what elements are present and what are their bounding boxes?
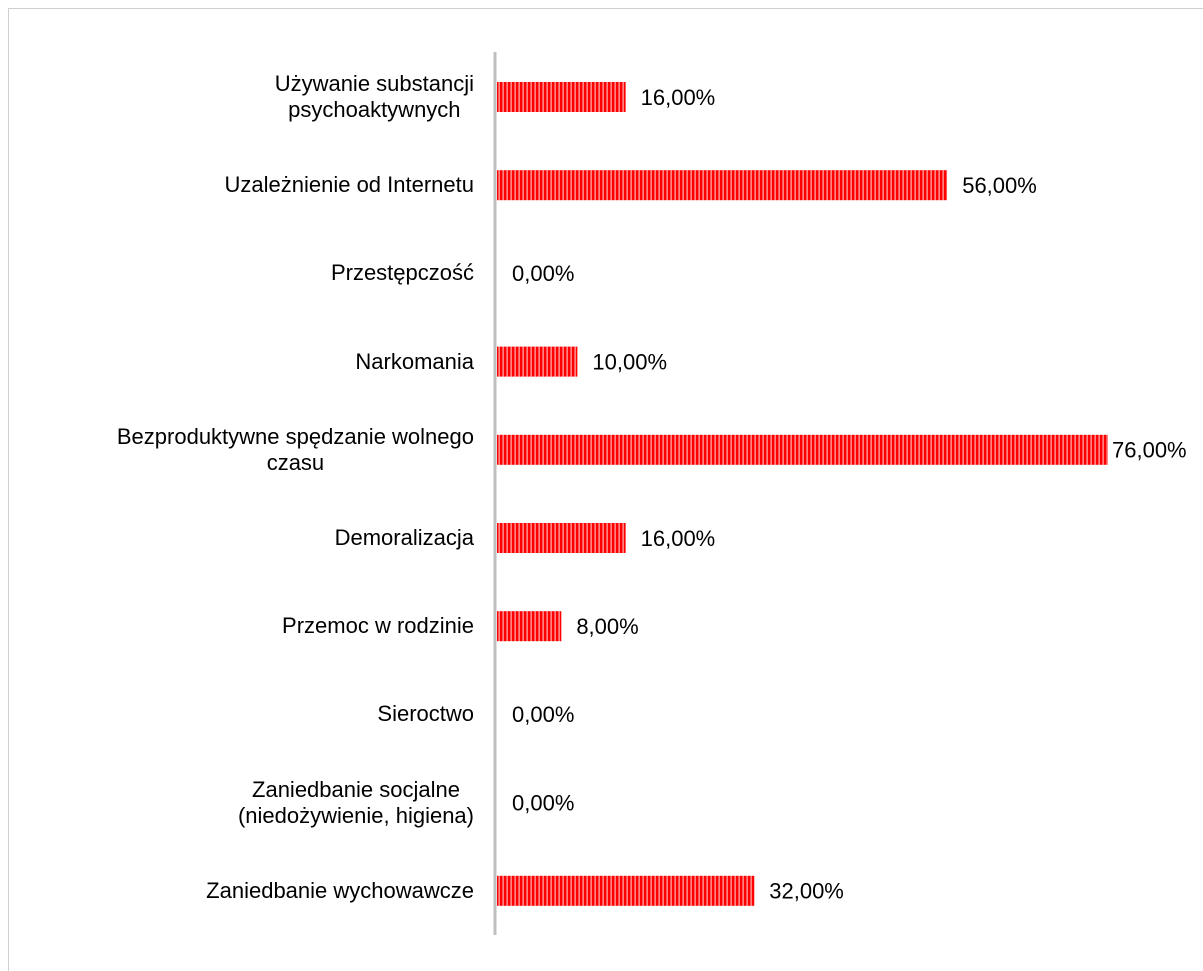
category-text: Zaniedbanie socjalne (niedożywienie, hig… bbox=[237, 776, 474, 828]
category-text: Sieroctwo bbox=[377, 701, 474, 727]
category-text: Przestępczość bbox=[330, 260, 474, 286]
value-label: 56,00% bbox=[962, 173, 1037, 198]
bar bbox=[497, 82, 626, 112]
bar bbox=[497, 875, 755, 906]
category-text: Narkomania bbox=[355, 348, 474, 374]
category-text: Uzależnienie od Internetu bbox=[224, 172, 475, 198]
value-label: 0,00% bbox=[512, 702, 574, 727]
bar bbox=[497, 434, 1108, 465]
category-label: Zaniedbanie wychowawcze bbox=[0, 878, 474, 904]
category-text: Bezproduktywne spędzanie wolnego czasu bbox=[116, 423, 474, 475]
chart-frame bbox=[8, 8, 1203, 971]
value-label: 0,00% bbox=[512, 790, 574, 815]
category-label: Przestępczość bbox=[0, 260, 474, 286]
value-label: 16,00% bbox=[641, 85, 716, 110]
category-text: Używanie substancji psychoaktywnych bbox=[274, 71, 474, 122]
category-label: Uzależnienie od Internetu bbox=[0, 172, 475, 198]
category-label: Używanie substancji psychoaktywnych bbox=[0, 71, 474, 123]
category-text: Przemoc w rodzinie bbox=[282, 613, 474, 639]
value-label: 8,00% bbox=[576, 614, 638, 639]
bar bbox=[497, 170, 948, 201]
value-label: 16,00% bbox=[641, 526, 716, 551]
value-label: 0,00% bbox=[512, 261, 574, 286]
category-label: Przemoc w rodzinie bbox=[0, 613, 474, 639]
category-text: Demoralizacja bbox=[334, 525, 474, 550]
category-label: Demoralizacja bbox=[0, 525, 474, 551]
category-label: Bezproduktywne spędzanie wolnego czasu bbox=[0, 424, 474, 476]
category-label: Narkomania bbox=[0, 349, 474, 375]
category-label: Sieroctwo bbox=[0, 701, 474, 727]
category-text: Zaniedbanie wychowawcze bbox=[206, 877, 474, 903]
bar bbox=[497, 523, 626, 553]
value-label: 32,00% bbox=[769, 879, 844, 904]
value-label: 10,00% bbox=[592, 349, 667, 374]
bar bbox=[497, 611, 562, 642]
value-label: 76,00% bbox=[1112, 438, 1187, 463]
bar bbox=[497, 346, 578, 377]
category-label: Zaniedbanie socjalne (niedożywienie, hig… bbox=[0, 777, 474, 829]
